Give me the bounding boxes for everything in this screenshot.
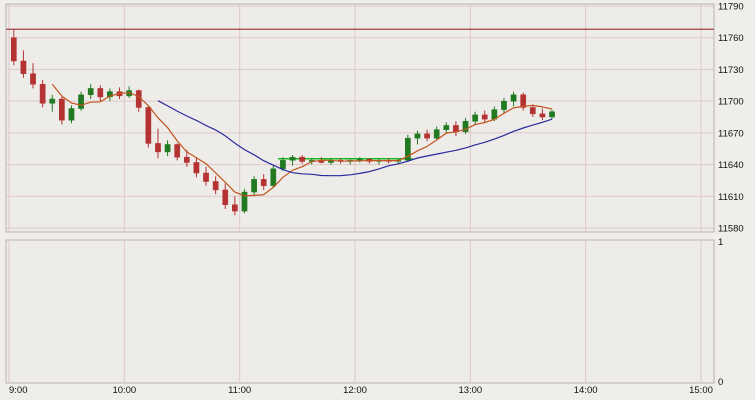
gridlines [6, 4, 714, 383]
candle-body [164, 144, 171, 153]
candle-body [241, 191, 248, 212]
candles-group [10, 29, 555, 216]
candle-body [280, 160, 286, 170]
y-axis-label: 11610 [718, 192, 744, 203]
candle-body [87, 88, 94, 96]
y-axis-label: 11760 [718, 33, 744, 44]
sub-axis-label: 0 [718, 377, 723, 388]
candle-body [481, 114, 488, 120]
x-axis-label: 11:00 [228, 385, 251, 396]
candle-body [443, 125, 450, 130]
y-axis-label: 11730 [718, 65, 744, 76]
fast-ma-line [51, 83, 553, 197]
candle-body [30, 73, 36, 85]
candle-body [203, 172, 209, 182]
x-axis-label: 9:00 [9, 385, 28, 396]
x-axis-label: 13:00 [458, 385, 482, 396]
candle-body [193, 162, 200, 174]
slow-ma-line [157, 100, 553, 177]
candle-body [433, 129, 440, 139]
candle-body [539, 113, 546, 118]
candle-body [520, 94, 527, 108]
candle-body [424, 133, 430, 139]
x-axis-label: 15:00 [689, 385, 713, 396]
candle-body [97, 88, 104, 98]
candle-body [59, 98, 65, 121]
candle-body [414, 133, 421, 139]
candle-body [549, 111, 555, 118]
x-axis-label: 12:00 [343, 385, 367, 396]
x-axis-label: 14:00 [574, 385, 598, 396]
sub-axis-label: 1 [718, 237, 723, 248]
candle-body [222, 189, 229, 205]
y-axis-label: 11580 [718, 224, 744, 235]
candle-body [20, 60, 27, 74]
candle-body [251, 179, 257, 193]
indicator-panel[interactable] [5, 239, 715, 384]
candle-body [212, 181, 219, 191]
candle-body [68, 108, 75, 121]
candle-body [289, 156, 296, 161]
candle-body [49, 98, 56, 104]
time-axis: 9:00 10:00 11:00 12:00 13:00 14:00 15:00 [9, 385, 713, 396]
y-axis-label: 11640 [718, 160, 744, 171]
candle-body [155, 143, 161, 153]
y-axis-label: 11700 [718, 97, 744, 108]
candle-body [10, 37, 17, 62]
candle-body [501, 100, 507, 110]
candle-body [260, 179, 267, 186]
candle-body [78, 94, 84, 109]
candle-body [145, 107, 152, 144]
candle-body [270, 168, 277, 186]
price-axis: 11790 11760 11730 11700 11670 11640 11610 11580 [718, 2, 744, 235]
candle-body [462, 120, 469, 133]
candle-body [183, 156, 190, 163]
candle-body [299, 156, 305, 162]
candle-body [472, 114, 478, 122]
x-axis-label: 10:00 [112, 385, 136, 396]
candle-body [405, 137, 411, 161]
indicator-axis: 10 [718, 237, 723, 388]
candle-body [174, 144, 181, 158]
candle-body [529, 107, 536, 115]
candle-body [39, 83, 46, 104]
candle-body [232, 204, 238, 212]
y-axis-label: 11670 [718, 128, 744, 139]
candle-body [107, 91, 113, 98]
y-axis-label: 11790 [718, 2, 744, 13]
candle-body [510, 94, 517, 102]
